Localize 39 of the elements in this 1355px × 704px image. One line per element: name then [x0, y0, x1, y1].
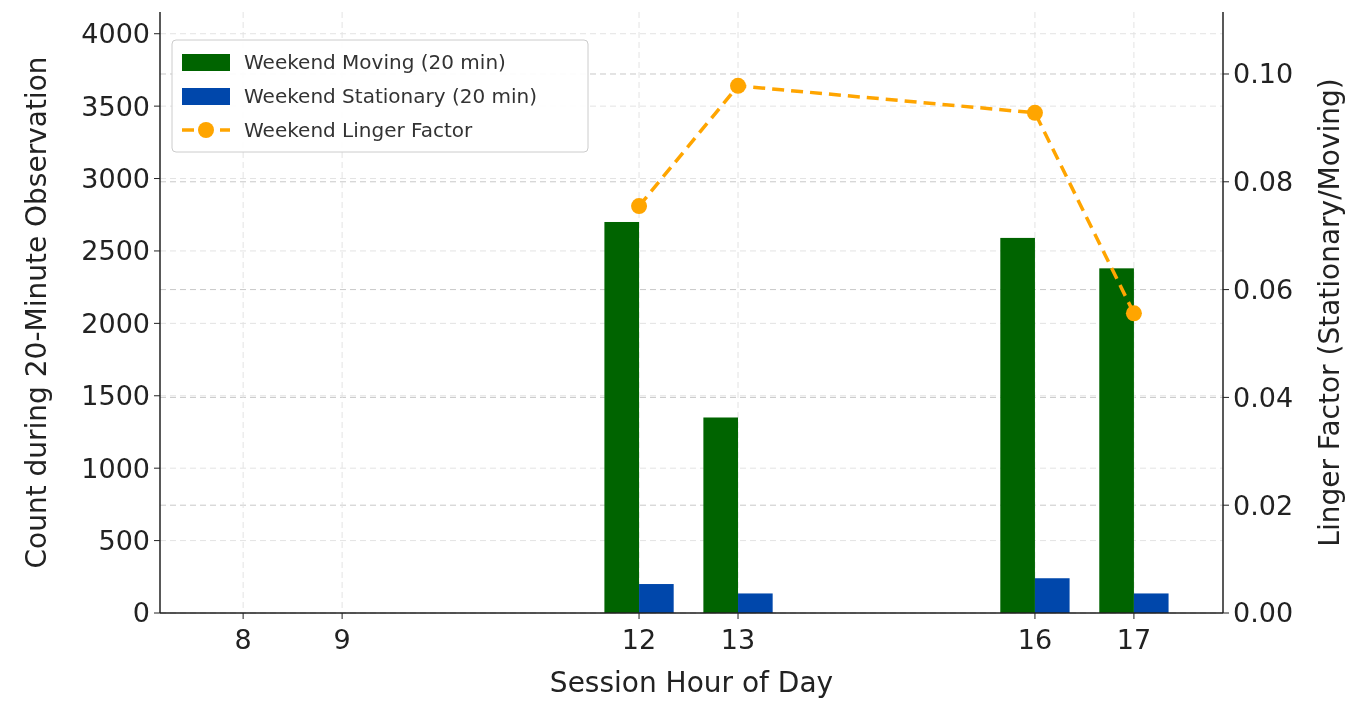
point	[1125, 305, 1142, 322]
y-tick-label: 1000	[81, 452, 150, 484]
y-tick-label: 0	[132, 597, 150, 629]
x-tick-label: 9	[333, 624, 351, 655]
y2-tick-label: 0.04	[1233, 381, 1294, 413]
y-tick-label: 4000	[81, 18, 150, 50]
bar	[639, 584, 674, 613]
y2-tick-label: 0.10	[1233, 58, 1294, 90]
y-tick-label: 500	[98, 525, 150, 557]
legend-label: Weekend Stationary (20 min)	[244, 84, 538, 108]
y-tick-label: 3000	[81, 162, 150, 194]
x-tick-label: 13	[720, 624, 756, 655]
y-tick-label: 2000	[81, 307, 150, 339]
y-tick-label: 1500	[81, 380, 150, 412]
bar	[1034, 578, 1070, 613]
legend-label: Weekend Moving (20 min)	[244, 50, 506, 74]
x-axis-title: Session Hour of Day	[549, 666, 834, 699]
y2-axis-title: Linger Factor (Stationary/Moving)	[1313, 78, 1346, 547]
legend-label: Weekend Linger Factor	[244, 118, 474, 142]
x-tick-label: 17	[1116, 624, 1152, 655]
y2-tick-label: 0.00	[1233, 597, 1294, 629]
x-tick-label: 8	[234, 624, 252, 655]
bar	[738, 593, 773, 613]
y2-tick-label: 0.08	[1233, 166, 1294, 198]
y-axis-title: Count during 20-Minute Observation	[20, 56, 53, 569]
bar	[604, 221, 640, 613]
y-tick-label: 3500	[81, 90, 150, 122]
y2-tick-label: 0.02	[1233, 489, 1294, 521]
bar	[1000, 237, 1035, 613]
y-tick-label: 2500	[81, 235, 150, 267]
point	[1026, 104, 1043, 121]
bar	[703, 417, 739, 613]
bar	[1099, 268, 1134, 613]
x-tick-label: 16	[1017, 624, 1053, 655]
bar	[1133, 593, 1169, 613]
point	[631, 198, 648, 215]
x-tick-label: 12	[621, 624, 657, 655]
point	[730, 77, 747, 94]
y2-tick-label: 0.06	[1233, 274, 1294, 306]
